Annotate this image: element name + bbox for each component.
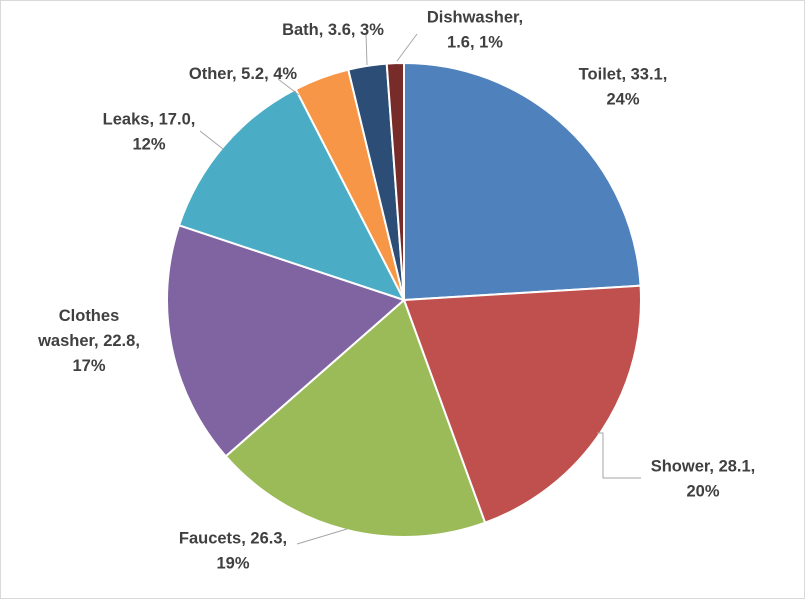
pie-slice-shower <box>403 284 642 524</box>
data-label-clothes-washer: Clothes washer, 22.8, 17% <box>37 307 140 375</box>
data-label-line: Faucets, 26.3, <box>179 530 287 548</box>
data-label-bath: Bath, 3.6, 3% <box>282 21 384 39</box>
data-label-line: Clothes <box>59 307 120 325</box>
pie-slices <box>166 62 642 538</box>
data-label-line: Other, 5.2, 4% <box>189 65 298 83</box>
leader-lines <box>199 32 641 545</box>
leader-line-other <box>277 78 300 96</box>
pie-slice-clothes-washer <box>166 224 405 458</box>
data-label-line: 12% <box>132 136 165 154</box>
data-label-line: Bath, 3.6, 3% <box>282 21 384 39</box>
data-label-line: 17% <box>72 357 105 375</box>
data-label-line: Toilet, 33.1, <box>579 66 668 84</box>
data-label-line: Shower, 28.1, <box>651 458 756 476</box>
data-label-line: 19% <box>216 555 249 573</box>
leader-line-dishwasher <box>396 33 418 62</box>
pie-slice-toilet <box>403 62 642 301</box>
leader-line-leaks <box>199 130 224 150</box>
data-label-line: washer, 22.8, <box>37 332 140 350</box>
pie-slice-dishwasher <box>385 62 405 301</box>
data-label-line: 20% <box>686 483 719 501</box>
data-label-faucets: Faucets, 26.3, 19% <box>179 530 287 573</box>
data-label-other: Other, 5.2, 4% <box>189 65 298 83</box>
data-label-line: Leaks, 17.0, <box>103 111 196 129</box>
data-labels: Toilet, 33.1, 24% Shower, 28.1, 20% Faucets,… <box>37 9 755 573</box>
data-label-toilet: Toilet, 33.1, 24% <box>579 66 668 109</box>
data-label-line: 24% <box>606 91 639 109</box>
data-label-dishwasher: Dishwasher, 1.6, 1% <box>427 9 523 52</box>
leader-line-faucets <box>296 528 348 545</box>
leader-line-bath <box>365 32 368 66</box>
data-label-line: Dishwasher, <box>427 9 523 27</box>
data-label-shower: Shower, 28.1, 20% <box>651 458 756 501</box>
leader-line-shower <box>597 432 641 479</box>
data-label-line: 1.6, 1% <box>447 34 503 52</box>
pie-slice-leaks <box>178 88 405 301</box>
data-label-leaks: Leaks, 17.0, 12% <box>103 111 196 154</box>
